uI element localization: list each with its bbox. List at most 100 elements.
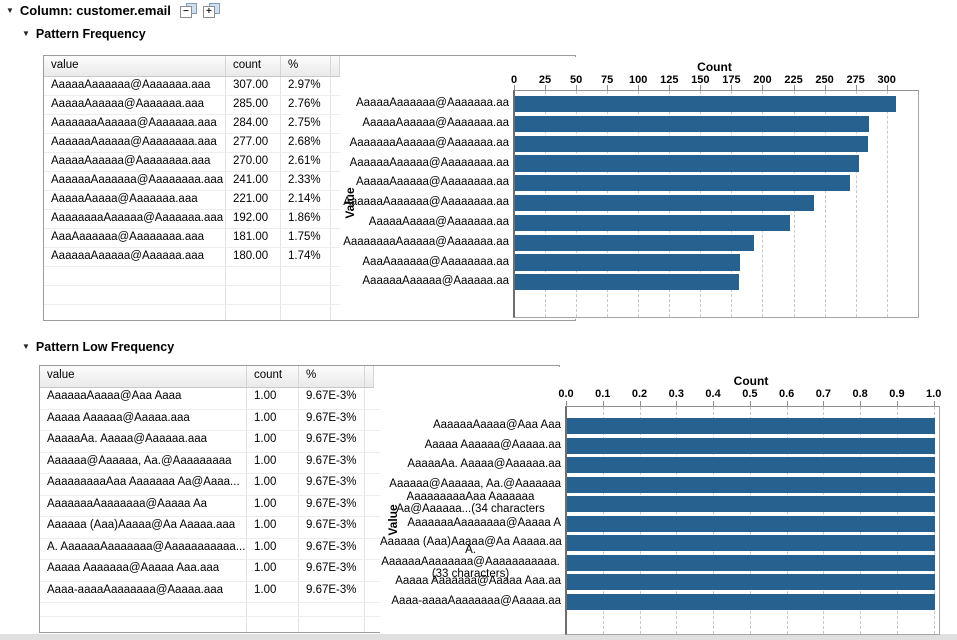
bar[interactable] [567, 418, 935, 434]
category-label: AaaaaaAaaaa@Aaa Aaa [432, 419, 561, 431]
table-row[interactable]: AaaaaaaaaAaa Aaaaaaa Aa@Aaaa... 1.00 9.67E… [40, 474, 559, 496]
bar[interactable] [515, 155, 860, 172]
table-cell: 2.76% [281, 96, 331, 114]
table-row[interactable]: AaaaaAa. Aaaaa@Aaaaaa.aaa 1.00 9.67E-3% [40, 431, 559, 453]
table-cell: 221.00 [226, 191, 281, 209]
table-cell: AaaaaAaaaaa@Aaaaaaa.aaa [44, 96, 226, 114]
x-tick-mark [860, 401, 862, 406]
section-header-pattern-frequency: ▼ Pattern Frequency [22, 27, 146, 41]
category-label: AaaaaaaaAaaaaa@Aaaaaaa.aa [343, 235, 509, 248]
table-cell [299, 617, 365, 632]
x-tick-mark [933, 401, 935, 406]
x-tick-mark [566, 401, 567, 406]
collapse-triangle-icon[interactable]: ▼ [22, 29, 30, 38]
x-tick-mark [896, 401, 898, 406]
table-row[interactable]: Aaaaa Aaaaaaa@Aaaaa Aaa.aaa 1.00 9.67E-3% [40, 560, 559, 582]
table-cell: 9.67E-3% [299, 538, 365, 559]
bar[interactable] [515, 115, 870, 132]
table-cell: AaaaaaAaaaaa@Aaaaaaaa.aaa [44, 134, 226, 152]
table-row[interactable]: AaaaaaaaAaaaaa@Aaaaaaa.aaa 192.00 1.86% [44, 210, 575, 229]
table-row[interactable]: AaaaaaaAaaaaaaa@Aaaaa Aa 1.00 9.67E-3% [40, 495, 559, 517]
x-tick-label: 0.6 [778, 388, 795, 400]
bar[interactable] [515, 175, 851, 192]
bar[interactable] [567, 457, 935, 473]
bar[interactable] [515, 195, 815, 212]
table-cell: AaaaaaAaaaaa@Aaaaaa.aaa [44, 248, 226, 266]
table-row[interactable]: AaaaaAaaaa@Aaaaaaa.aaa 221.00 2.14% [44, 191, 575, 210]
section-header-pattern-low-frequency: ▼ Pattern Low Frequency [22, 340, 174, 354]
category-label: AaaaaAaaaaa@Aaaaaaaa.aa [355, 176, 509, 189]
table-row[interactable]: Aaaaaa@Aaaaaa, Aa.@Aaaaaaaaa 1.00 9.67E-3% [40, 452, 559, 474]
table-row[interactable]: A. AaaaaaAaaaaaaa@Aaaaaaaaaaa... 1.00 9.67… [40, 538, 559, 560]
table-row[interactable]: Aaaaa Aaaaaa@Aaaaa.aaa 1.00 9.67E-3% [40, 409, 559, 431]
table-row[interactable]: AaaaaAaaaaaa@Aaaaaaa.aaa 307.00 2.97% [44, 77, 575, 96]
collapse-triangle-icon[interactable]: ▼ [22, 342, 30, 351]
category-label: AaaaaAaaaaa@Aaaaaaa.aa [362, 116, 509, 129]
expand-all-button[interactable]: + [202, 3, 220, 18]
table-cell: Aaaaaa (Aaa)Aaaaa@Aa Aaaaa.aaa [40, 517, 247, 538]
bar[interactable] [567, 476, 935, 493]
table-cell: 9.67E-3% [299, 581, 365, 602]
table-cell: 307.00 [226, 77, 281, 95]
table-row[interactable]: AaaaaAaaaaa@Aaaaaaaa.aaa 270.00 2.61% [44, 153, 575, 172]
table-cell: 2.97% [281, 77, 331, 95]
table-row[interactable]: AaaaaaAaaaaa@Aaaaaa.aaa 180.00 1.74% [44, 248, 575, 267]
bar[interactable] [567, 535, 935, 551]
bar[interactable] [515, 135, 868, 152]
x-tick-mark [700, 85, 702, 90]
column-header: value [40, 366, 247, 387]
bar[interactable] [567, 593, 935, 610]
table-row[interactable]: Aaaaaa (Aaa)Aaaaa@Aa Aaaaa.aaa 1.00 9.67E-… [40, 517, 559, 539]
table-cell: 9.67E-3% [299, 517, 365, 538]
x-tick-label: 0.2 [631, 388, 648, 400]
table-cell: Aaaa-aaaaAaaaaaaa@Aaaaa.aaa [40, 581, 247, 602]
bar[interactable] [567, 554, 935, 571]
category-label: Aaaa-aaaaAaaaaaaa@Aaaaa.aa [391, 594, 561, 607]
table-cell: 1.00 [247, 538, 299, 559]
column-header: % [299, 366, 365, 387]
table-row[interactable]: AaaaaAaaaaa@Aaaaaaa.aaa 285.00 2.76% [44, 96, 575, 115]
table-row[interactable]: AaaaaaAaaaa@Aaa Aaaa 1.00 9.67E-3% [40, 388, 559, 410]
x-tick-label: 1.0 [926, 388, 942, 400]
x-tick-mark [713, 401, 715, 406]
table-row[interactable]: AaaaaaaAaaaaa@Aaaaaaa.aaa 284.00 2.75% [44, 115, 575, 134]
plot-area[interactable] [565, 406, 940, 635]
bar[interactable] [515, 274, 739, 291]
table-cell [40, 603, 247, 616]
bar[interactable] [567, 574, 935, 590]
bar[interactable] [567, 496, 935, 512]
collapse-triangle-icon[interactable]: ▼ [6, 5, 14, 15]
gridline [886, 91, 888, 317]
table-cell: 1.00 [247, 581, 299, 602]
bar[interactable] [567, 437, 935, 454]
table-row[interactable]: AaaaaaAaaaaaa@Aaaaaaaa.aaa 241.00 2.33% [44, 172, 575, 191]
category-label: AaaaaAa. Aaaaa@Aaaaaa.aa [407, 458, 561, 470]
table-cell [247, 603, 299, 616]
table-row[interactable]: AaaAaaaaaa@Aaaaaaaa.aaa 181.00 1.75% [44, 229, 575, 248]
table-cell [281, 305, 331, 320]
section-title: Pattern Frequency [35, 27, 146, 41]
bar[interactable] [515, 254, 740, 271]
x-tick-mark [576, 85, 578, 90]
table-row[interactable]: Aaaa-aaaaAaaaaaaa@Aaaaa.aaa 1.00 9.67E-3% [40, 581, 559, 603]
x-tick-mark [731, 85, 733, 90]
collapse-all-button[interactable]: − [179, 3, 197, 18]
window-bottom-strip [0, 634, 957, 640]
x-tick-label: 0.7 [815, 388, 832, 400]
table-cell: AaaaaAaaaa@Aaaaaaa.aaa [44, 191, 226, 209]
bar[interactable] [515, 234, 754, 251]
plot-area[interactable] [513, 90, 919, 318]
table-cell [44, 305, 226, 320]
x-tick-label: 0.3 [668, 388, 684, 400]
table-cell [281, 286, 331, 304]
x-tick-label: 150 [691, 74, 710, 86]
table-row[interactable]: AaaaaaAaaaaa@Aaaaaaaa.aaa 277.00 2.68% [44, 134, 575, 153]
category-label: Aaaaaa (Aaa)Aaaaa@Aa Aaaaa.aa [380, 536, 562, 548]
table-cell [281, 267, 331, 285]
bar[interactable] [567, 515, 935, 532]
x-tick-label: 0.5 [742, 388, 758, 400]
bar[interactable] [515, 214, 790, 231]
x-tick-mark [639, 401, 641, 406]
bar[interactable] [515, 96, 897, 113]
category-label: AaaaaaaaaAaa Aaaaaaa Aa@Aaaaaa...(34 char… [396, 491, 545, 515]
